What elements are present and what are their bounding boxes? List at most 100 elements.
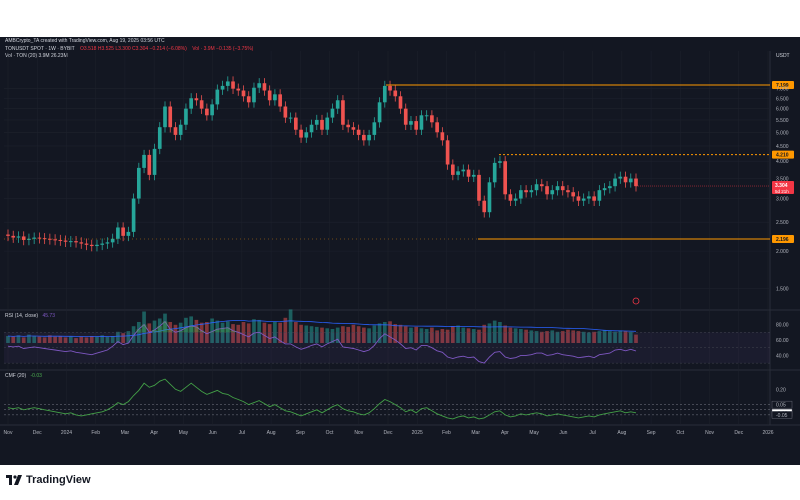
volume-bar	[205, 322, 209, 343]
candle-body	[398, 96, 403, 109]
cmf-pane[interactable]: 0.200.05-0.03-0.05	[4, 378, 793, 420]
volume-bar	[273, 322, 277, 343]
cmf-tick-tag	[771, 400, 793, 409]
candle-body	[184, 108, 188, 125]
volume-bar	[184, 317, 188, 343]
volume-bar	[519, 329, 523, 343]
candle-body	[100, 243, 105, 245]
volume-bar	[168, 322, 173, 343]
volume-bar	[555, 331, 560, 343]
volume-bar	[37, 336, 42, 343]
price-tick-label: 4.000	[776, 159, 789, 165]
candle-body	[367, 134, 371, 141]
rsi-overbought-fill	[151, 329, 158, 333]
symbol-label[interactable]: TONUSDT SPOT · 1W · BYBIT	[5, 46, 75, 52]
price-tick-label: 5.000	[776, 130, 789, 136]
time-tick-label: Mar	[471, 430, 480, 436]
candle-body	[487, 182, 492, 213]
cmf-tick-label: 0.20	[776, 387, 786, 393]
candle-body	[262, 83, 267, 91]
volume-bar	[178, 322, 183, 343]
volume-bar	[623, 331, 628, 343]
volume-bar	[48, 335, 52, 343]
rsi-label[interactable]: RSI (14, close) 45.73	[5, 313, 55, 319]
footer: TradingView	[0, 465, 800, 500]
volume-bar	[435, 330, 439, 343]
candle-body	[126, 231, 131, 236]
rsi-overbought-fill	[178, 330, 184, 333]
ohlc-values: O3.518 H3.525 L3.300 C3.304 −0.214 (−6.0…	[80, 46, 187, 52]
rsi-tick-label: 60.00	[776, 338, 789, 344]
candle-body	[236, 88, 241, 91]
time-tick-label: Feb	[91, 430, 100, 436]
candle-body	[608, 186, 612, 189]
time-tick-label: Oct	[326, 430, 334, 436]
candle-body	[299, 129, 303, 138]
candle-body	[252, 87, 256, 103]
price-tick-label: 3.000	[776, 197, 789, 203]
volume-bar	[32, 336, 36, 343]
rsi-overbought-fill	[167, 329, 173, 333]
time-axis[interactable]: Nov Dec 2024 Feb Mar Apr May Jun Jul Aug Sep Oct Nov…	[4, 430, 774, 436]
candle-body	[95, 244, 99, 247]
candle-body	[215, 89, 220, 105]
candle-body	[68, 241, 73, 243]
cmf-value: -0.03	[30, 373, 42, 379]
volume-bar	[241, 322, 246, 343]
candle-body	[424, 115, 429, 117]
cmf-label[interactable]: CMF (20) -0.03	[5, 373, 42, 379]
candle-body	[634, 178, 638, 187]
candle-body	[142, 154, 146, 168]
volume-bar	[330, 329, 335, 343]
candle-body	[314, 119, 319, 125]
volume-bar	[116, 331, 120, 343]
candle-body	[84, 243, 89, 245]
time-tick-label: Nov	[354, 430, 363, 436]
candle-body	[157, 127, 162, 149]
volume-bar	[335, 327, 340, 343]
volume-bar	[451, 326, 455, 343]
rsi-overbought-fill	[188, 326, 194, 333]
rsi-pane[interactable]: 80.00 60.00 40.00	[4, 320, 789, 364]
candle-body	[440, 132, 445, 141]
candle-body	[58, 239, 63, 241]
volume-bar	[592, 331, 596, 343]
candle-body	[225, 81, 230, 86]
candle-body	[173, 127, 178, 135]
candles	[6, 76, 640, 305]
candle-body	[466, 169, 471, 177]
candle-body	[356, 129, 361, 135]
time-tick-label: Aug	[617, 430, 626, 436]
volume-bar	[126, 331, 131, 343]
candle-body	[560, 186, 565, 191]
tradingview-brand[interactable]: TradingView	[6, 474, 91, 486]
volume-bar	[341, 326, 345, 343]
volume-bar	[587, 332, 591, 343]
rsi-tick-label: 80.00	[776, 323, 789, 329]
volume-bar	[550, 330, 555, 343]
volume-bar	[84, 337, 89, 343]
last-price-label: 3.304	[775, 183, 788, 189]
candle-body	[325, 117, 330, 130]
volume-bar	[545, 331, 549, 343]
time-tick-label: May	[179, 430, 189, 436]
chart-credit: AMBCrypto_TA created with TradingView.co…	[5, 38, 165, 44]
volume-indicator-label[interactable]: Vol · TON (20) 3.9M 26.23M	[5, 53, 68, 59]
candle-body	[461, 169, 466, 172]
price-axis[interactable]: 7.000 6.500 6.000 5.500 5.000 4.500 4.000 3.500…	[776, 87, 789, 293]
candle-body	[362, 134, 366, 141]
candle-body	[566, 190, 570, 193]
candle-body	[492, 162, 497, 183]
candle-body	[294, 117, 298, 130]
volume-bar	[16, 335, 21, 343]
volume-bar	[471, 329, 476, 343]
candle-body	[110, 238, 115, 243]
candle-body	[519, 190, 523, 199]
rsi-overbought-fill	[219, 328, 226, 333]
candle-body	[105, 242, 110, 244]
volume-bar	[445, 329, 450, 343]
currency-label[interactable]: USDT	[776, 53, 790, 59]
volume-bar	[367, 328, 371, 343]
price-tick-label: 2.000	[776, 249, 789, 255]
